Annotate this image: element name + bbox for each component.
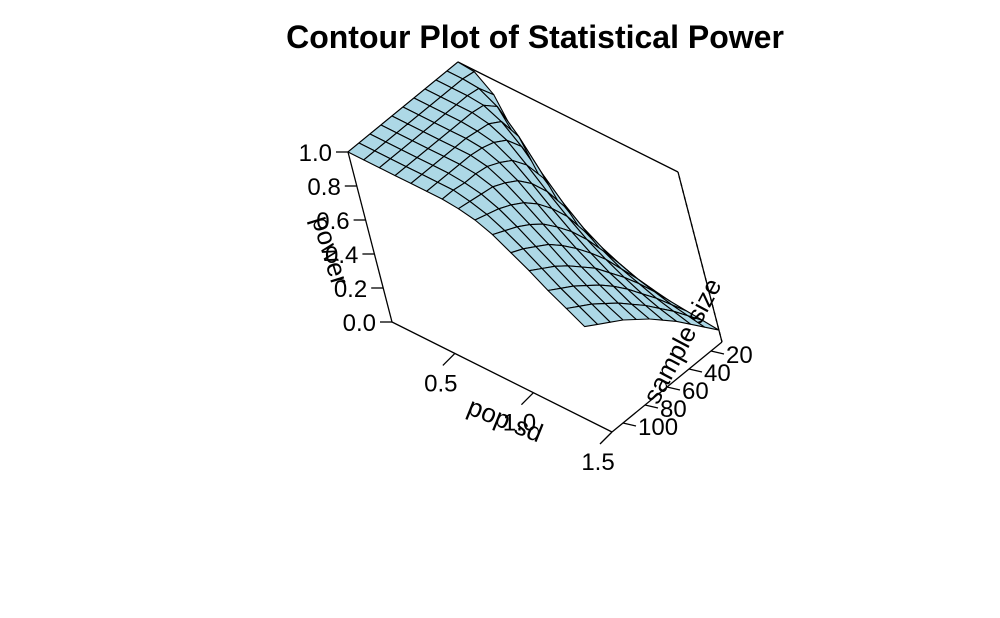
- z-axis: 0.0 0.2 0.4 0.6 0.8 1.0: [299, 140, 392, 337]
- x-tick: [442, 352, 456, 366]
- y-tick-label: 80: [660, 396, 687, 423]
- z-tick-label: 0.4: [325, 242, 358, 269]
- surface-facet: [565, 305, 599, 328]
- z-tick-label: 0.2: [334, 276, 367, 303]
- z-tick-label: 0.0: [343, 310, 376, 337]
- z-tick-label: 0.6: [316, 208, 349, 235]
- y-tick-label: 20: [726, 342, 753, 369]
- surface-mesh: [347, 61, 720, 331]
- plot-box-front: [347, 151, 723, 433]
- z-tick-label: 0.8: [307, 174, 340, 201]
- y-tick: [644, 404, 659, 409]
- x-tick-label: 1.0: [503, 410, 536, 437]
- y-tick-label: 100: [638, 414, 678, 441]
- box-edge: [677, 171, 723, 343]
- x-tick: [520, 392, 534, 406]
- x-tick-label: 0.5: [424, 370, 457, 397]
- y-tick: [666, 386, 681, 391]
- x-axis-label: pop sd: [464, 391, 548, 448]
- box-edge: [391, 321, 613, 433]
- x-tick-label: 1.5: [581, 449, 614, 476]
- x-axis: 0.5 1.0 1.5: [424, 352, 615, 476]
- y-tick: [688, 368, 703, 373]
- z-tick-label: 1.0: [299, 140, 332, 167]
- y-tick: [710, 350, 725, 355]
- box-edge: [347, 151, 393, 323]
- y-tick-label: 40: [704, 360, 731, 387]
- box-edge: [457, 61, 679, 173]
- y-tick-label: 60: [682, 378, 709, 405]
- x-tick: [599, 431, 613, 445]
- chart-title: Contour Plot of Statistical Power: [286, 19, 784, 55]
- y-tick: [622, 422, 637, 427]
- surface-facet: [687, 315, 720, 331]
